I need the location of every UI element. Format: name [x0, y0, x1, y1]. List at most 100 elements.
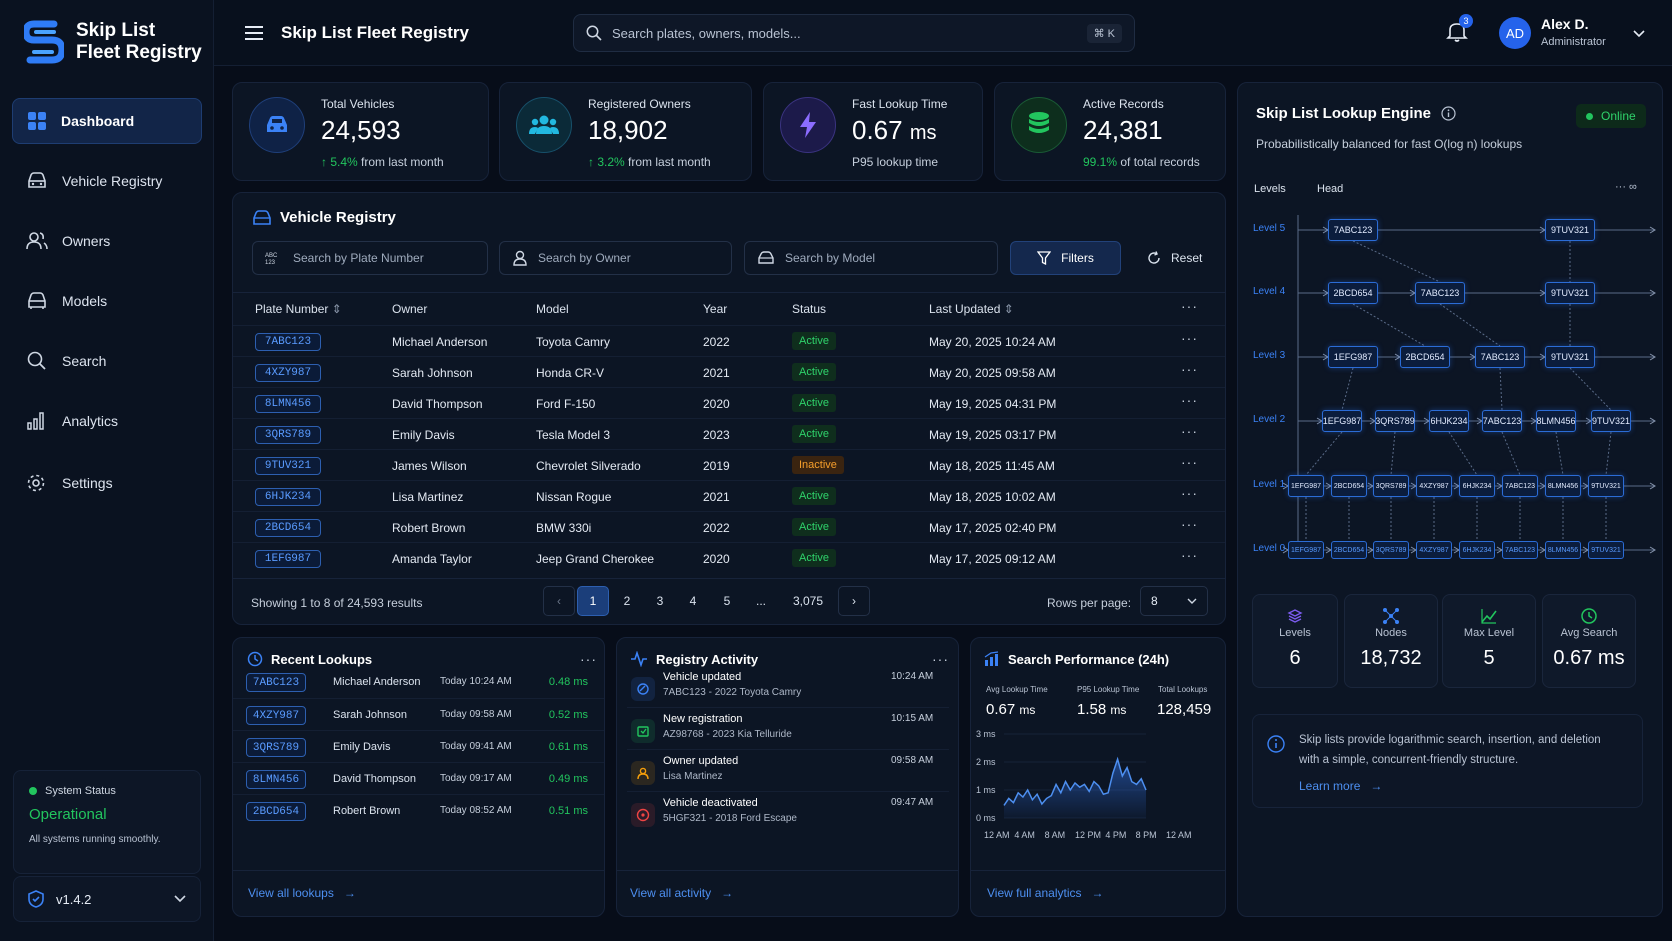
pagination-page[interactable]: 4 — [689, 594, 697, 608]
plate-badge[interactable]: 1EFG987 — [255, 550, 321, 568]
sidebar-item-analytics[interactable]: Analytics — [12, 398, 202, 444]
row-options-button[interactable]: ··· — [1181, 516, 1198, 532]
table-row[interactable]: 7ABC123 Michael Anderson Toyota Camry 2022 M… — [233, 325, 1225, 356]
chevron-down-icon[interactable] — [1633, 30, 1645, 38]
pagination-page[interactable]: 3 — [656, 594, 664, 608]
plate-badge[interactable]: 8LMN456 — [246, 770, 306, 789]
activity-item[interactable]: Owner updated Lisa Martinez 09:58 AM — [627, 749, 949, 797]
plate-badge[interactable]: 3QRS789 — [246, 738, 306, 757]
column-header-updated[interactable]: Last Updated ⇕ — [929, 302, 1014, 316]
rows-per-page-select[interactable]: 8 — [1140, 586, 1208, 616]
row-options-button[interactable]: ··· — [1181, 330, 1198, 346]
filters-button[interactable]: Filters — [1010, 241, 1121, 275]
skip-list-node[interactable]: 1EFG987 — [1328, 346, 1378, 368]
list-item[interactable]: 7ABC123 Michael Anderson Today 10:24 AM 0.4… — [233, 666, 604, 698]
skip-list-node[interactable]: 9TUV321 — [1545, 346, 1595, 368]
skip-list-node[interactable]: 9TUV321 — [1545, 219, 1595, 241]
pagination-page[interactable]: 1 — [577, 586, 609, 616]
plate-search-input[interactable]: ABC 123 Search by Plate Number — [252, 241, 488, 275]
plate-badge[interactable]: 2BCD654 — [255, 519, 321, 537]
row-options-button[interactable]: ··· — [1181, 423, 1198, 439]
skip-list-node[interactable]: 7ABC123 — [1415, 282, 1465, 304]
row-options-button[interactable]: ··· — [1181, 361, 1198, 377]
sidebar-item-settings[interactable]: Settings — [12, 460, 202, 506]
skip-list-node[interactable]: 6HJK234 — [1429, 410, 1469, 432]
pagination-prev-button[interactable]: ‹ — [543, 586, 575, 616]
plate-badge[interactable]: 7ABC123 — [246, 673, 306, 692]
skip-list-node[interactable]: 7ABC123 — [1482, 410, 1522, 432]
view-all-lookups-link[interactable]: View all lookups → — [248, 886, 356, 900]
list-item[interactable]: 3QRS789 Emily Davis Today 09:41 AM 0.61 ms — [233, 730, 604, 762]
skip-list-node[interactable]: 6HJK234 — [1459, 541, 1495, 559]
recent-lookups-options[interactable]: ··· — [580, 651, 597, 667]
activity-item[interactable]: Vehicle updated 7ABC123 - 2022 Toyota Cam… — [627, 669, 949, 713]
plate-badge[interactable]: 6HJK234 — [255, 488, 321, 506]
skip-list-node[interactable]: 2BCD654 — [1331, 541, 1367, 559]
table-row[interactable]: 1EFG987 Amanda Taylor Jeep Grand Cherokee 2… — [233, 542, 1225, 573]
sidebar-item-search[interactable]: Search — [12, 338, 202, 384]
plate-badge[interactable]: 7ABC123 — [255, 333, 321, 351]
activity-item[interactable]: Vehicle deactivated 5HGF321 - 2018 Ford E… — [627, 791, 949, 839]
row-options-button[interactable]: ··· — [1181, 454, 1198, 470]
learn-more-link[interactable]: Learn more → — [1299, 779, 1382, 793]
activity-item[interactable]: New registration AZ98768 - 2023 Kia Tellu… — [627, 707, 949, 755]
skip-list-node[interactable]: 9TUV321 — [1545, 282, 1595, 304]
pagination-page[interactable]: 5 — [723, 594, 731, 608]
avatar[interactable]: AD — [1499, 17, 1531, 49]
column-header-plate[interactable]: Plate Number ⇕ — [255, 302, 342, 316]
skip-list-node[interactable]: 9TUV321 — [1591, 410, 1631, 432]
global-search-input[interactable]: Search plates, owners, models... ⌘ K — [573, 14, 1135, 52]
registry-activity-options[interactable]: ··· — [932, 651, 949, 667]
plate-badge[interactable]: 4XZY987 — [255, 364, 321, 382]
row-options-button[interactable]: ··· — [1181, 392, 1198, 408]
menu-icon[interactable] — [245, 25, 263, 41]
pagination-next-button[interactable]: › — [838, 586, 870, 616]
skip-list-node[interactable]: 2BCD654 — [1400, 346, 1450, 368]
skip-list-node[interactable]: 4XZY987 — [1416, 475, 1452, 497]
table-options-button[interactable]: ··· — [1181, 298, 1198, 314]
table-row[interactable]: 8LMN456 David Thompson Ford F-150 2020 May 1… — [233, 387, 1225, 418]
skip-list-node[interactable]: 1EFG987 — [1288, 541, 1324, 559]
table-row[interactable]: 6HJK234 Lisa Martinez Nissan Rogue 2021 May … — [233, 480, 1225, 511]
info-icon[interactable] — [1441, 106, 1456, 121]
plate-badge[interactable]: 4XZY987 — [246, 706, 306, 725]
skip-list-node[interactable]: 3QRS789 — [1375, 410, 1415, 432]
skip-list-node[interactable]: 1EFG987 — [1322, 410, 1362, 432]
sidebar-item-dashboard[interactable]: Dashboard — [12, 98, 202, 144]
skip-list-node[interactable]: 7ABC123 — [1502, 475, 1538, 497]
list-item[interactable]: 2BCD654 Robert Brown Today 08:52 AM 0.51 ms — [233, 794, 604, 826]
plate-badge[interactable]: 9TUV321 — [255, 457, 321, 475]
list-item[interactable]: 4XZY987 Sarah Johnson Today 09:58 AM 0.52 m… — [233, 698, 604, 730]
plate-badge[interactable]: 8LMN456 — [255, 395, 321, 413]
skip-list-node[interactable]: 9TUV321 — [1588, 475, 1624, 497]
list-item[interactable]: 8LMN456 David Thompson Today 09:17 AM 0.49 … — [233, 762, 604, 794]
skip-list-node[interactable]: 9TUV321 — [1588, 541, 1624, 559]
skip-list-node[interactable]: 7ABC123 — [1328, 219, 1378, 241]
user-name[interactable]: Alex D. — [1541, 16, 1589, 32]
reset-button[interactable]: Reset — [1135, 241, 1225, 275]
skip-list-node[interactable]: 8LMN456 — [1545, 475, 1581, 497]
skip-list-node[interactable]: 1EFG987 — [1288, 475, 1324, 497]
owner-search-input[interactable]: Search by Owner — [499, 241, 732, 275]
row-options-button[interactable]: ··· — [1181, 485, 1198, 501]
table-row[interactable]: 3QRS789 Emily Davis Tesla Model 3 2023 May 1… — [233, 418, 1225, 449]
plate-badge[interactable]: 3QRS789 — [255, 426, 321, 444]
sidebar-item-vehicle-registry[interactable]: Vehicle Registry — [12, 158, 202, 204]
plate-badge[interactable]: 2BCD654 — [246, 802, 306, 821]
pagination-page[interactable]: 2 — [623, 594, 631, 608]
skip-list-node[interactable]: 3QRS789 — [1373, 475, 1409, 497]
skip-list-node[interactable]: 6HJK234 — [1459, 475, 1495, 497]
skip-list-node[interactable]: 2BCD654 — [1328, 282, 1378, 304]
view-full-analytics-link[interactable]: View full analytics → — [987, 886, 1104, 900]
skip-list-node[interactable]: 2BCD654 — [1331, 475, 1367, 497]
table-row[interactable]: 2BCD654 Robert Brown BMW 330i 2022 May 17, 2… — [233, 511, 1225, 542]
skip-list-node[interactable]: 8LMN456 — [1536, 410, 1576, 432]
skip-list-node[interactable]: 7ABC123 — [1475, 346, 1525, 368]
notifications-button[interactable]: 3 — [1446, 14, 1473, 46]
version-selector[interactable]: v1.4.2 — [13, 876, 201, 922]
model-search-input[interactable]: Search by Model — [744, 241, 998, 275]
table-row[interactable]: 9TUV321 James Wilson Chevrolet Silverado 20… — [233, 449, 1225, 480]
view-all-activity-link[interactable]: View all activity → — [630, 886, 733, 900]
table-row[interactable]: 4XZY987 Sarah Johnson Honda CR-V 2021 May 20… — [233, 356, 1225, 387]
skip-list-node[interactable]: 4XZY987 — [1416, 541, 1452, 559]
